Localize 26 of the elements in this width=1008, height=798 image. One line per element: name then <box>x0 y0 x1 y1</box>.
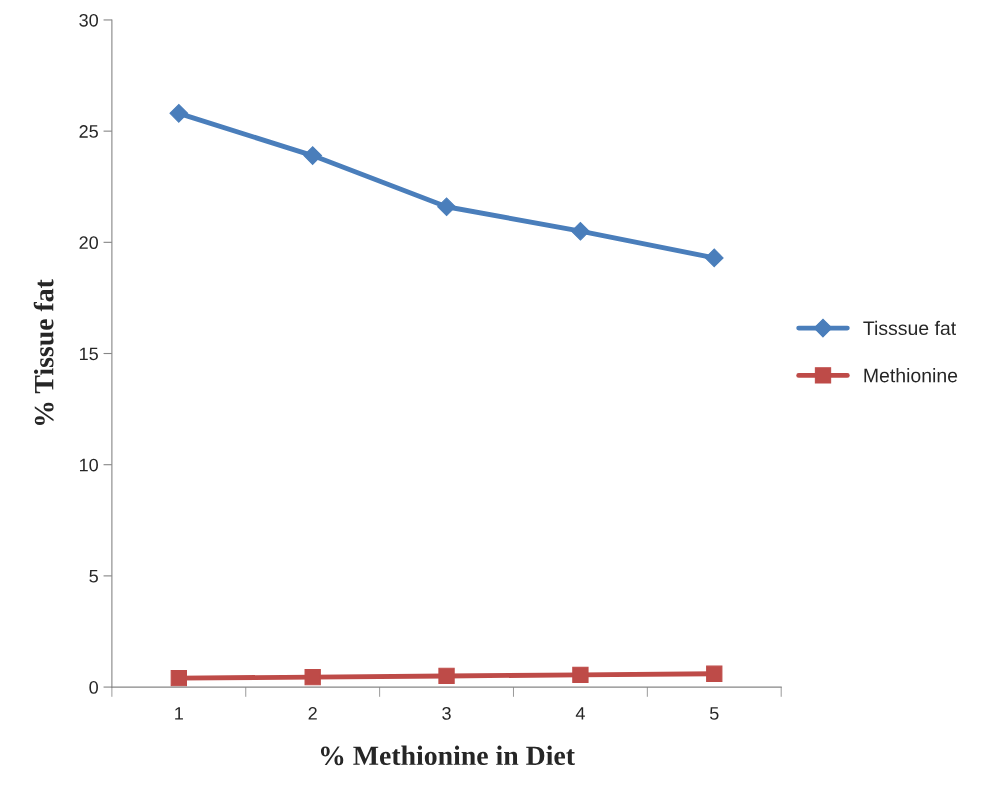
point <box>704 248 724 268</box>
y-tick-label: 5 <box>89 570 98 583</box>
point <box>437 197 456 217</box>
x-tick-label: 2 <box>308 707 317 720</box>
point <box>571 221 590 241</box>
x-axis-title: % Methionine in Diet <box>320 745 575 766</box>
x-tick-label: 1 <box>175 707 183 720</box>
y-tick-label: 10 <box>79 458 98 472</box>
y-tick-label: 0 <box>89 681 98 694</box>
point <box>572 666 589 684</box>
x-tick-label: 3 <box>442 707 451 720</box>
y-axis-title: % Tissue fat <box>33 279 54 426</box>
legend-label: Methionine <box>864 368 958 383</box>
y-tick-label: 30 <box>79 13 98 27</box>
point <box>169 103 189 123</box>
point <box>170 670 187 687</box>
x-tick-label: 4 <box>575 707 585 720</box>
y-tick-label: 15 <box>79 347 98 361</box>
point <box>706 665 723 682</box>
point <box>303 146 323 165</box>
legend-label: Tisssue fat <box>863 320 957 336</box>
x-tick-label: 5 <box>709 707 719 720</box>
y-tick-label: 25 <box>79 125 98 138</box>
point <box>304 668 321 686</box>
point <box>438 667 455 685</box>
y-tick-label: 20 <box>79 236 98 250</box>
